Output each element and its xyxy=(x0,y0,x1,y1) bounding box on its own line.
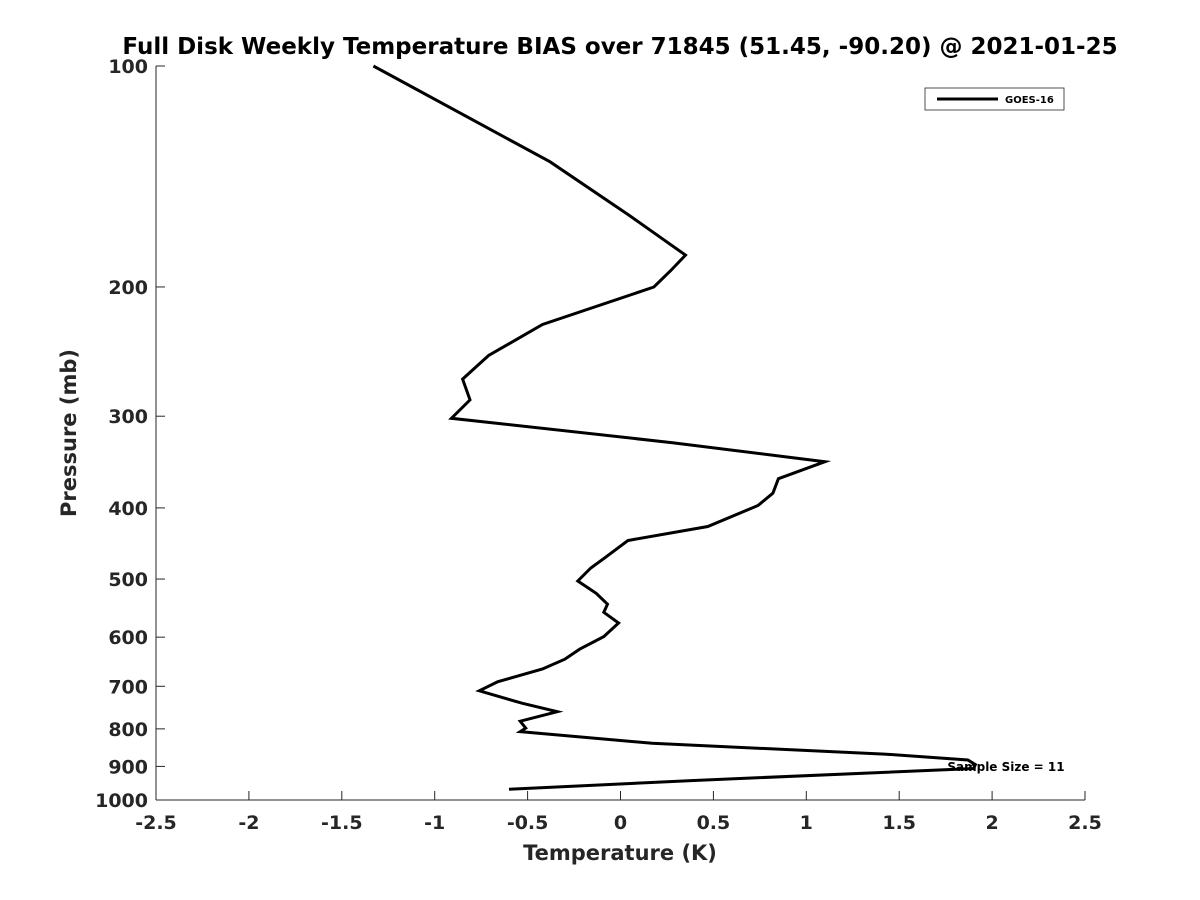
x-tick-label: 1 xyxy=(800,812,813,834)
x-tick-label: -2 xyxy=(238,812,259,834)
x-tick-label: 0.5 xyxy=(697,812,731,834)
y-tick-label: 700 xyxy=(108,676,148,698)
x-tick-label: 1.5 xyxy=(882,812,916,834)
y-tick-label: 300 xyxy=(108,406,148,428)
y-tick-label: 800 xyxy=(108,719,148,741)
chart-title: Full Disk Weekly Temperature BIAS over 7… xyxy=(122,34,1117,60)
y-axis-label: Pressure (mb) xyxy=(57,349,81,517)
x-tick-label: -2.5 xyxy=(135,812,177,834)
legend: GOES-16 xyxy=(924,87,1065,111)
y-tick-label: 1000 xyxy=(95,790,148,812)
x-tick-label: -0.5 xyxy=(507,812,549,834)
x-axis-ticks: -2.5 -2 -1.5 -1 -0.5 0 0.5 1 1.5 2 2.5 xyxy=(135,791,1102,834)
x-axis-label: Temperature (K) xyxy=(523,841,717,865)
y-tick-label: 900 xyxy=(108,756,148,778)
y-tick-label: 600 xyxy=(108,627,148,649)
legend-label-goes-16: GOES-16 xyxy=(1005,95,1054,106)
x-tick-label: 0 xyxy=(614,812,627,834)
series-layer xyxy=(372,64,978,791)
y-axis-ticks: 100 200 300 400 500 600 700 800 900 1000 xyxy=(95,56,165,812)
x-tick-label: -1 xyxy=(424,812,445,834)
x-tick-label: 2.5 xyxy=(1068,812,1102,834)
y-tick-label: 400 xyxy=(108,498,148,520)
y-tick-label: 100 xyxy=(108,56,148,78)
y-tick-label: 500 xyxy=(108,569,148,591)
x-tick-label: 2 xyxy=(985,812,998,834)
sample-size-annotation: Sample Size = 11 xyxy=(947,760,1064,774)
y-tick-label: 200 xyxy=(108,277,148,299)
x-tick-label: -1.5 xyxy=(321,812,363,834)
